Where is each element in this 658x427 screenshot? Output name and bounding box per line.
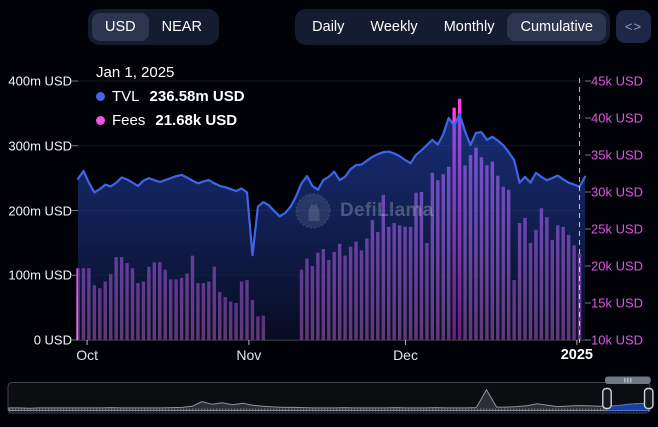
brush-handle-left[interactable] [602, 387, 612, 410]
range-daily-button[interactable]: Daily [299, 13, 357, 41]
x-axis-tick: Oct [76, 347, 99, 363]
currency-usd-button[interactable]: USD [92, 13, 149, 41]
brush-mini-area [8, 388, 650, 411]
currency-toggle: USD NEAR [88, 9, 219, 45]
tooltip-date: Jan 1, 2025 [96, 64, 175, 81]
brush-chart[interactable] [0, 370, 658, 427]
right-axis-tick: 35k USD [591, 147, 644, 163]
range-toggle: Daily Weekly Monthly Cumulative [295, 9, 610, 45]
tooltip-tvl-value: 236.58m USD [149, 88, 245, 105]
code-brackets-icon: <> [624, 19, 643, 34]
zoom-brush[interactable] [0, 370, 658, 427]
range-weekly-button[interactable]: Weekly [357, 13, 430, 41]
x-axis-tick: Nov [236, 347, 262, 363]
brush-handle-right[interactable] [643, 387, 654, 410]
tvl-series-dot-icon [96, 92, 105, 101]
x-axis-tick: 2025 [560, 347, 594, 363]
tvl-line [76, 112, 587, 257]
toolbar: USD NEAR Daily Weekly Monthly Cumulative… [0, 0, 658, 54]
expand-chart-button[interactable]: <> [616, 10, 651, 43]
right-axis-tick: 15k USD [591, 295, 644, 311]
brush-selected-area [606, 402, 649, 411]
right-axis-tick: 20k USD [591, 258, 644, 274]
x-axis-tick: Dec [393, 347, 418, 363]
tooltip-fees-row: Fees 21.68k USD [96, 112, 245, 129]
right-axis-tick: 40k USD [591, 110, 644, 126]
tooltip-tvl-row: TVL 236.58m USD [96, 88, 245, 105]
chart-tooltip: Jan 1, 2025 TVL 236.58m USD Fees 21.68k … [96, 64, 245, 136]
left-axis-tick: 0 USD [33, 332, 72, 348]
range-monthly-button[interactable]: Monthly [431, 13, 508, 41]
right-axis-tick: 45k USD [591, 73, 644, 89]
left-axis-tick: 300m USD [8, 138, 72, 154]
tooltip-fees-label: Fees [112, 112, 146, 129]
right-axis-tick: 25k USD [591, 221, 644, 237]
left-axis-tick: 400m USD [8, 73, 72, 89]
fees-series-dot-icon [96, 116, 105, 125]
currency-near-button[interactable]: NEAR [149, 13, 215, 41]
tooltip-tvl-label: TVL [112, 88, 140, 105]
right-axis-tick: 30k USD [591, 184, 644, 200]
range-cumulative-button[interactable]: Cumulative [507, 13, 606, 41]
tvl-area [78, 114, 585, 340]
left-axis-tick: 100m USD [8, 267, 72, 283]
tooltip-fees-value: 21.68k USD [155, 112, 238, 129]
left-axis-tick: 200m USD [8, 203, 72, 218]
right-axis-tick: 10k USD [591, 332, 644, 348]
